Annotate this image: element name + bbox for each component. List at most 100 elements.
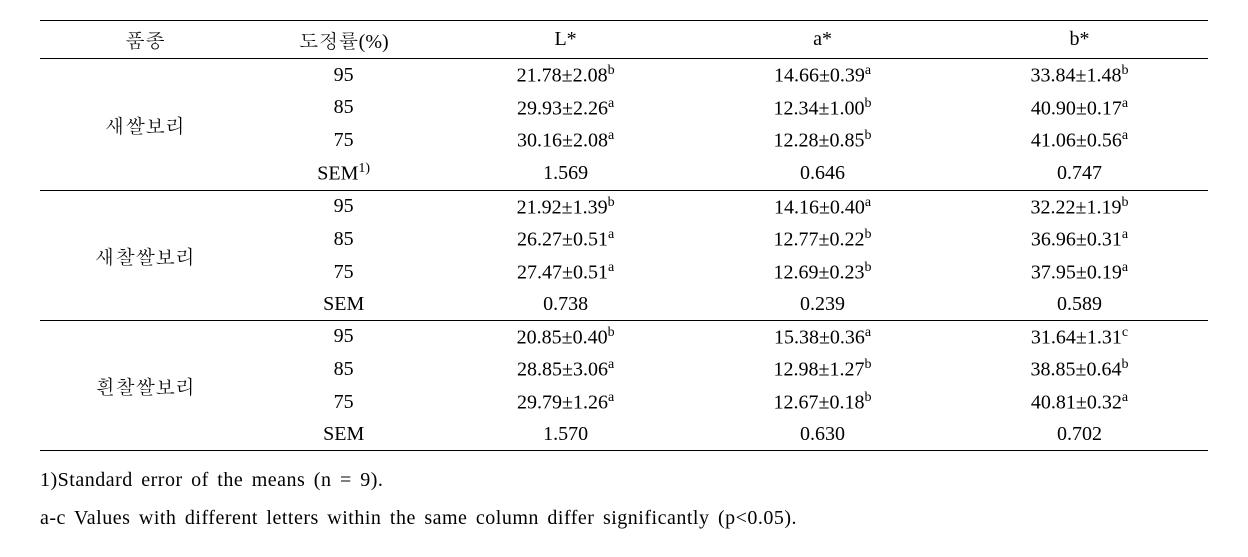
cell-b: 41.06±0.56a: [951, 124, 1208, 157]
cell-b-sup: a: [1122, 128, 1128, 143]
cell-a: 0.630: [694, 419, 951, 451]
table-row: 흰찰쌀보리9520.85±0.40b15.38±0.36a31.64±1.31c: [40, 320, 1208, 353]
table-header-row: 품종 도정률(%) L* a* b*: [40, 21, 1208, 59]
cell-b-sup: a: [1122, 227, 1128, 242]
cell-b-value: 33.84±1.48: [1031, 65, 1122, 87]
footnotes: 1)Standard error of the means (n = 9). a…: [40, 461, 1208, 537]
cell-a-sup: b: [865, 390, 872, 405]
cell-L: 1.570: [437, 419, 694, 451]
cell-b-sup: a: [1122, 260, 1128, 275]
cell-L: 30.16±2.08a: [437, 124, 694, 157]
cell-rate-value: 95: [334, 325, 354, 347]
cell-a-sup: b: [865, 128, 872, 143]
cell-rate-value: SEM: [323, 293, 364, 315]
cell-b-sup: a: [1122, 390, 1128, 405]
cell-rate-value: 75: [334, 129, 354, 151]
cell-a-value: 12.28±0.85: [774, 130, 865, 152]
cell-b-sup: b: [1122, 357, 1129, 372]
cell-a-value: 12.67±0.18: [774, 392, 865, 414]
cell-L-value: 1.569: [543, 162, 588, 184]
cell-a-value: 0.239: [800, 293, 845, 315]
cell-a-sup: b: [865, 357, 872, 372]
cell-L: 28.85±3.06a: [437, 353, 694, 386]
cell-L: 20.85±0.40b: [437, 320, 694, 353]
cell-a-value: 12.98±1.27: [774, 359, 865, 381]
cell-b-sup: b: [1122, 195, 1129, 210]
cell-L-value: 21.78±2.08: [517, 65, 608, 87]
cell-b: 36.96±0.31a: [951, 223, 1208, 256]
col-rate: 도정률(%): [250, 21, 437, 59]
cell-rate: SEM: [250, 419, 437, 451]
cell-rate-value: 75: [334, 391, 354, 413]
cell-L: 21.78±2.08b: [437, 59, 694, 92]
cell-b-value: 37.95±0.19: [1031, 262, 1122, 284]
cell-rate: 95: [250, 190, 437, 223]
cell-L-sup: a: [608, 128, 614, 143]
data-table: 품종 도정률(%) L* a* b* 새쌀보리9521.78±2.08b14.6…: [40, 20, 1208, 451]
cell-a: 12.98±1.27b: [694, 353, 951, 386]
cell-L-sup: a: [608, 227, 614, 242]
cell-a-value: 12.34±1.00: [774, 97, 865, 119]
cell-a-value: 14.16±0.40: [774, 196, 865, 218]
cell-a-value: 0.630: [800, 423, 845, 445]
cell-rate: 75: [250, 256, 437, 289]
cell-b-value: 32.22±1.19: [1031, 196, 1122, 218]
cell-b-sup: c: [1122, 325, 1128, 340]
cell-rate-value: 95: [334, 195, 354, 217]
cell-rate: SEM: [250, 289, 437, 321]
cell-L-value: 29.93±2.26: [517, 97, 608, 119]
cell-rate-value: 85: [334, 96, 354, 118]
cell-a: 14.66±0.39a: [694, 59, 951, 92]
cell-a: 12.69±0.23b: [694, 256, 951, 289]
cell-b: 33.84±1.48b: [951, 59, 1208, 92]
cell-L-sup: a: [608, 260, 614, 275]
cell-b: 31.64±1.31c: [951, 320, 1208, 353]
cell-L-value: 1.570: [543, 423, 588, 445]
cell-rate-value: 75: [334, 261, 354, 283]
cell-L-value: 27.47±0.51: [517, 262, 608, 284]
cell-L-sup: a: [608, 96, 614, 111]
cell-b-value: 0.702: [1057, 423, 1102, 445]
table-row: 새쌀보리9521.78±2.08b14.66±0.39a33.84±1.48b: [40, 59, 1208, 92]
cell-a-sup: a: [865, 63, 871, 78]
cell-L-sup: a: [608, 357, 614, 372]
cell-b: 40.90±0.17a: [951, 92, 1208, 125]
cell-a: 14.16±0.40a: [694, 190, 951, 223]
cell-b: 0.702: [951, 419, 1208, 451]
footnote-letters: a-c Values with different letters within…: [40, 499, 1208, 537]
table-row: 새찰쌀보리9521.92±1.39b14.16±0.40a32.22±1.19b: [40, 190, 1208, 223]
cell-rate-value: SEM: [323, 423, 364, 445]
footnote-sem: 1)Standard error of the means (n = 9).: [40, 461, 1208, 499]
cell-L-value: 26.27±0.51: [517, 229, 608, 251]
cell-rate-value: 85: [334, 228, 354, 250]
cell-a-value: 0.646: [800, 162, 845, 184]
cell-L-sup: b: [608, 325, 615, 340]
cell-b: 32.22±1.19b: [951, 190, 1208, 223]
cell-L: 21.92±1.39b: [437, 190, 694, 223]
cell-L-value: 28.85±3.06: [517, 359, 608, 381]
cell-L-value: 20.85±0.40: [517, 326, 608, 348]
cell-L: 29.79±1.26a: [437, 386, 694, 419]
cell-a-value: 12.69±0.23: [774, 262, 865, 284]
cell-rate-value: SEM: [317, 163, 358, 185]
cell-b-value: 41.06±0.56: [1031, 130, 1122, 152]
cell-b-value: 40.81±0.32: [1031, 392, 1122, 414]
cell-b: 0.589: [951, 289, 1208, 321]
cell-a: 12.67±0.18b: [694, 386, 951, 419]
cell-b-value: 0.747: [1057, 162, 1102, 184]
cell-b-value: 38.85±0.64: [1031, 359, 1122, 381]
cell-L-value: 30.16±2.08: [517, 130, 608, 152]
cell-L-sup: b: [608, 63, 615, 78]
cell-rate: 85: [250, 223, 437, 256]
cell-rate: 75: [250, 386, 437, 419]
cell-rate: 85: [250, 92, 437, 125]
col-a: a*: [694, 21, 951, 59]
cell-a: 0.646: [694, 157, 951, 190]
col-l: L*: [437, 21, 694, 59]
cell-L: 26.27±0.51a: [437, 223, 694, 256]
cell-rate: 85: [250, 353, 437, 386]
cell-L: 29.93±2.26a: [437, 92, 694, 125]
cell-rate: 95: [250, 320, 437, 353]
cell-a-value: 14.66±0.39: [774, 65, 865, 87]
cell-L-value: 0.738: [543, 293, 588, 315]
